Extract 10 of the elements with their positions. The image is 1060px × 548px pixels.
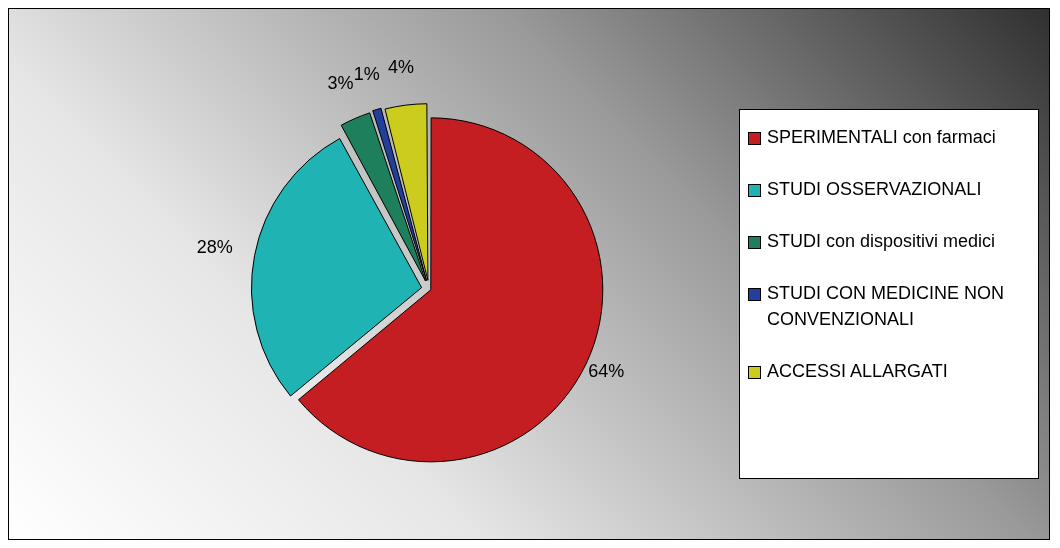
- legend-label: STUDI CON MEDICINE NON CONVENZIONALI: [767, 282, 1005, 331]
- data-label: 64%: [588, 361, 625, 382]
- data-label: 1%: [353, 63, 380, 84]
- legend-label: STUDI con dispositivi medici: [767, 230, 996, 253]
- legend-label: STUDI OSSERVAZIONALI: [767, 178, 982, 201]
- legend-label: ACCESSI ALLARGATI: [767, 360, 948, 383]
- data-label: 4%: [388, 56, 415, 77]
- legend-label: SPERIMENTALI con farmaci: [767, 126, 996, 149]
- data-label: 28%: [196, 237, 233, 258]
- data-label: 3%: [327, 73, 354, 94]
